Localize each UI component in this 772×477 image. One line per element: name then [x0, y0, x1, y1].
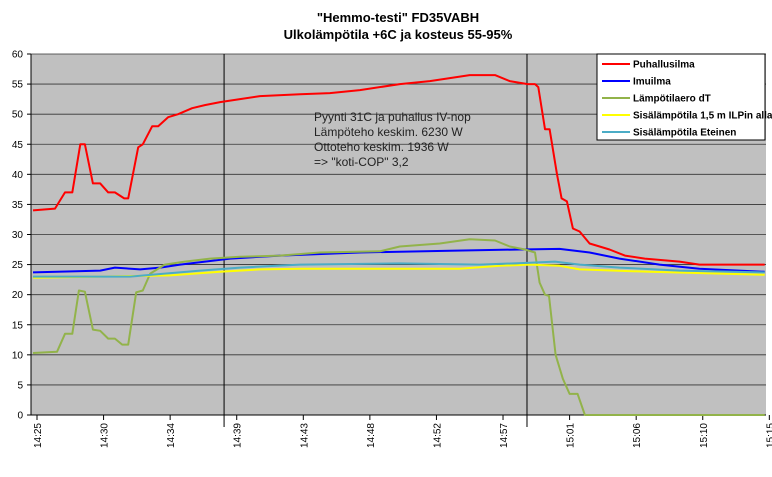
y-tick-label: 20: [12, 290, 24, 301]
annotation-line: => "koti-COP" 3,2: [314, 155, 409, 169]
x-tick-label: 14:25: [33, 423, 44, 448]
x-tick-label: 14:52: [432, 423, 443, 448]
chart-title: "Hemmo-testi" FD35VABH: [317, 10, 479, 25]
x-tick-label: 14:34: [166, 423, 177, 448]
series-line: [32, 263, 765, 279]
y-tick-label: 35: [12, 200, 24, 211]
y-tick-label: 45: [12, 140, 24, 151]
y-tick-label: 60: [12, 50, 24, 61]
x-tick-label: 14:43: [299, 423, 310, 448]
legend-label: Lämpötilaero dT: [633, 94, 711, 105]
y-tick-label: 10: [12, 350, 24, 361]
x-tick-label: 15:10: [699, 423, 710, 448]
y-tick-label: 50: [12, 110, 24, 121]
annotation: Pyynti 31C ja puhallus IV-nop Lämpöteho …: [314, 110, 471, 169]
annotation-line: Ottoteho keskim. 1936 W: [314, 140, 449, 154]
x-tick-label: 14:57: [499, 423, 510, 448]
legend-label: Sisälämpötila Eteinen: [633, 128, 736, 139]
y-tick-label: 40: [12, 170, 24, 181]
y-tick-label: 30: [12, 230, 24, 241]
series-line: [32, 238, 765, 416]
x-tick-label: 14:30: [100, 423, 111, 448]
annotation-line: Pyynti 31C ja puhallus IV-nop: [314, 110, 471, 124]
chart-subtitle: Ulkolämpötila +6C ja kosteus 55-95%: [284, 27, 513, 42]
y-tick-label: 25: [12, 260, 24, 271]
y-tick-label: 15: [12, 320, 24, 331]
x-tick-label: 14:48: [366, 423, 377, 448]
y-tick-label: 55: [12, 80, 24, 91]
x-tick-label: 15:15: [765, 423, 772, 448]
series-line: [33, 260, 765, 278]
series-line: [32, 74, 765, 266]
legend-label: Sisälämpötila 1,5 m ILPin alla: [633, 111, 772, 122]
y-tick-label: 5: [17, 380, 23, 391]
annotation-line: Lämpöteho keskim. 6230 W: [314, 125, 463, 139]
x-tick-label: 15:01: [566, 423, 577, 448]
legend-label: Puhallusilma: [633, 60, 695, 71]
legend: Puhallusilma Imuilma Lämpötilaero dT Sisälä…: [596, 53, 772, 141]
y-tick-label: 0: [17, 411, 23, 422]
x-tick-label: 15:06: [632, 423, 643, 448]
x-tick-label: 14:39: [233, 423, 244, 448]
legend-label: Imuilma: [633, 77, 671, 88]
